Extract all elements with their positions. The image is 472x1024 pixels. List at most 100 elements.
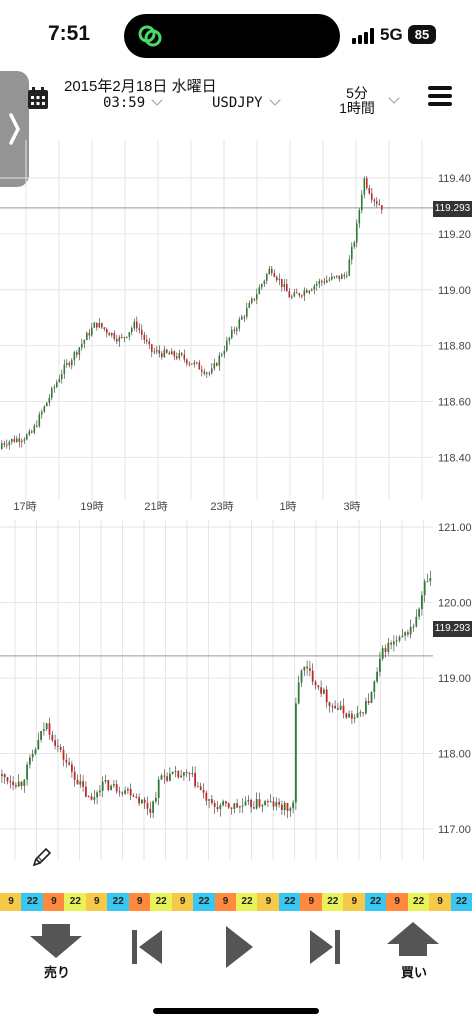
candle-body — [174, 771, 177, 773]
side-panel-toggle[interactable] — [0, 71, 29, 187]
time-axis-label: 19時 — [80, 500, 103, 513]
candle-body — [171, 351, 173, 355]
bottom-price-chart[interactable]: 121.00 120.00 119.00 118.00 117.00 — [0, 520, 472, 860]
candle-body — [6, 444, 8, 446]
candle-body — [180, 775, 182, 778]
timeframe-secondary: 1時間 — [339, 100, 375, 116]
candle-body — [37, 739, 40, 750]
candle-body — [197, 786, 199, 788]
candle-body — [48, 397, 51, 403]
candle-body — [250, 799, 252, 808]
price-axis-label: 121.00 — [438, 522, 472, 534]
candle-body — [85, 786, 87, 797]
cycle-strip-cell: 22 — [278, 893, 301, 911]
candle-body — [158, 350, 161, 354]
candle-body — [9, 781, 12, 783]
bottom-chart-canvas[interactable]: 121.00 120.00 119.00 118.00 117.00 — [0, 520, 472, 860]
candle-body — [328, 279, 331, 281]
candle-body — [337, 708, 339, 710]
candle-body — [292, 802, 294, 809]
cycle-strip-cell: 22 — [150, 893, 173, 911]
candle-body — [283, 802, 286, 811]
candle-body — [6, 777, 9, 782]
candle-body — [258, 799, 261, 807]
pair-select[interactable]: USDJPY — [212, 94, 281, 111]
candle-body — [211, 368, 213, 373]
link-app-icon — [138, 25, 162, 47]
candle-body — [53, 386, 56, 389]
candle-body — [123, 337, 126, 339]
candle-body — [199, 786, 202, 790]
home-indicator — [153, 1008, 319, 1014]
candle-body — [116, 338, 118, 342]
candle-body — [54, 740, 56, 746]
candle-body — [275, 802, 278, 807]
candle-body — [16, 438, 18, 442]
candle-body — [261, 284, 263, 288]
buy-button[interactable]: 買い — [385, 918, 445, 988]
candle-body — [188, 773, 191, 775]
candle-body — [241, 316, 243, 320]
candle-body — [166, 349, 168, 353]
sell-label: 売り — [44, 965, 71, 980]
candle-body — [173, 351, 176, 357]
candle-body — [196, 362, 198, 364]
candle-body — [301, 295, 303, 297]
candle-body — [384, 648, 387, 652]
cycle-strip-cell: 9 — [429, 893, 452, 911]
candle-body — [268, 268, 271, 275]
candle-body — [31, 431, 33, 433]
menu-icon[interactable] — [428, 86, 452, 106]
candle-body — [148, 341, 151, 345]
candle-body — [191, 363, 193, 365]
time-select[interactable]: 03:59 — [103, 94, 163, 111]
calendar-icon[interactable] — [27, 86, 49, 110]
candle-body — [289, 808, 292, 811]
candle-body — [118, 791, 121, 793]
candle-body — [99, 790, 101, 793]
candle-body — [201, 369, 203, 372]
candle-body — [76, 352, 78, 355]
cycle-strip-cell: 9 — [214, 893, 237, 911]
candle-body — [36, 425, 38, 427]
candle-body — [107, 780, 110, 790]
pencil-icon[interactable] — [30, 845, 54, 869]
top-price-chart[interactable]: 119.40 119.20 119.00 118.80 118.60 118.40 17時 1… — [0, 140, 472, 520]
top-chart-canvas[interactable]: 119.40 119.20 119.00 118.80 118.60 118.40 17時 1… — [0, 140, 472, 520]
candle-body — [178, 353, 181, 359]
play-button[interactable] — [222, 918, 256, 988]
sell-button[interactable]: 売り — [28, 918, 88, 988]
candle-body — [58, 378, 61, 383]
candle-body — [169, 773, 171, 781]
cycle-strip-cell: 22 — [64, 893, 87, 911]
cycle-strip-cell: 9 — [42, 893, 65, 911]
candle-body — [96, 792, 98, 798]
candle-body — [96, 322, 98, 328]
candle-body — [71, 764, 73, 772]
candle-body — [68, 362, 71, 366]
candle-body — [143, 799, 146, 803]
candle-body — [236, 328, 238, 331]
candle-body — [247, 799, 250, 802]
candle-body — [286, 284, 288, 292]
candle-body — [82, 781, 84, 787]
candle-body — [320, 687, 322, 694]
candle-body — [341, 274, 343, 280]
candle-body — [421, 595, 423, 610]
cycle-strip: 9 22 9 22 9 22 9 22 9 22 9 22 9 22 9 22 9 22 9 22 9 22 — [0, 893, 472, 911]
candle-body — [298, 293, 301, 296]
timeframe-select[interactable]: 5分 1時間 — [322, 86, 400, 116]
step-back-button[interactable] — [128, 918, 166, 988]
candle-body — [87, 796, 90, 798]
step-forward-button[interactable] — [306, 918, 344, 988]
candle-body — [40, 731, 42, 740]
cycle-strip-cell: 22 — [236, 893, 258, 911]
candle-body — [273, 273, 276, 277]
candle-body — [155, 798, 157, 802]
time-axis-label: 21時 — [144, 500, 167, 513]
candle-body — [376, 671, 378, 682]
candle-body — [208, 799, 210, 801]
candle-body — [409, 626, 412, 635]
candle-body — [398, 636, 401, 641]
dynamic-island — [124, 14, 340, 58]
